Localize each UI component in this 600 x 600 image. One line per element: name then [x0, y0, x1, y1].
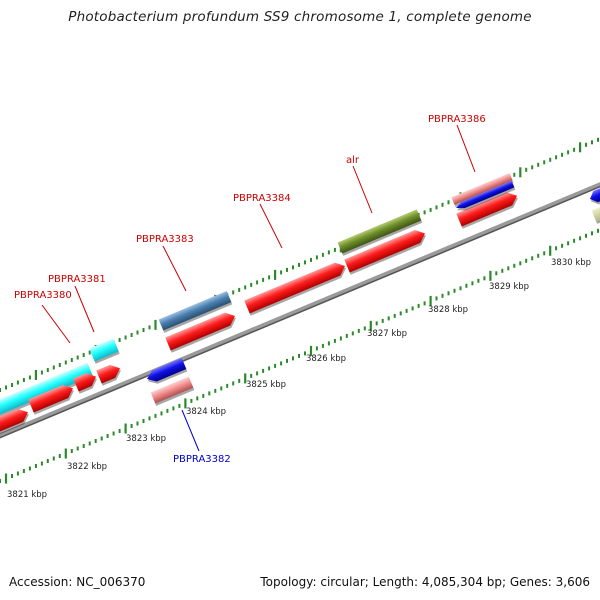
gene-arrow-PBPRA3382-reverse[interactable] [145, 357, 188, 387]
gene-arrow-PBPRA3386[interactable] [456, 189, 520, 229]
gene-arrow-PBPRA3383-body [165, 312, 236, 351]
gene-arrow-forward-1[interactable] [0, 406, 32, 435]
scale-label: 3821 kbp [7, 490, 47, 500]
feature-box-steel-body [158, 291, 232, 331]
leader-alr [352, 165, 373, 214]
gene-arrow-forward-3-body [73, 373, 96, 392]
gene-arrow-alr-body [344, 229, 426, 273]
feature-box-pink-top[interactable] [451, 173, 514, 207]
feature-highlight-cyan-2[interactable] [89, 338, 120, 364]
feature-box-pink-top-body [451, 173, 513, 205]
feature-box-khaki-edge[interactable] [591, 205, 600, 224]
scale-label: 3825 kbp [246, 380, 286, 390]
genome-summary-text: Topology: circular; Length: 4,085,304 bp… [260, 575, 590, 589]
gene-arrow-PBPRA3382-pseudo[interactable] [150, 376, 195, 406]
gene-label-PBPRA3382[interactable]: PBPRA3382 [173, 454, 231, 465]
feature-highlight-cyan-body [0, 362, 93, 416]
feature-highlight-cyan[interactable] [0, 362, 94, 418]
gene-arrow-reverse-edge[interactable] [588, 186, 600, 207]
scale-label: 3828 kbp [428, 305, 468, 315]
gene-arrow-forward-3[interactable] [73, 370, 99, 394]
gene-label-PBPRA3383[interactable]: PBPRA3383 [136, 234, 194, 245]
feature-track [0, 173, 600, 435]
scale-label: 3823 kbp [126, 434, 166, 444]
scale-label: 3824 kbp [186, 407, 226, 417]
gene-label-alr[interactable]: alr [346, 155, 360, 166]
gene-arrow-PBPRA3382-reverse-body [147, 357, 187, 382]
leader-PBPRA3381 [74, 285, 95, 333]
scale-ticks-lower [0, 228, 599, 484]
accession-text: Accession: NC_006370 [9, 575, 146, 589]
scale-label: 3822 kbp [67, 462, 107, 472]
gene-arrow-reverse-edge-body [590, 186, 600, 203]
map-title: Photobacterium profundum SS9 chromosome … [68, 9, 532, 25]
feature-box-olive-body [337, 209, 422, 254]
leader-PBPRA3384 [259, 203, 283, 249]
scale-label: 3830 kbp [551, 258, 591, 268]
gene-label-PBPRA3386[interactable]: PBPRA3386 [428, 114, 486, 125]
gene-arrow-forward-4[interactable] [96, 362, 123, 386]
gene-arrow-alr[interactable] [344, 227, 428, 275]
gene-label-PBPRA3384[interactable]: PBPRA3384 [233, 193, 291, 204]
gene-arrow-forward-2-body [28, 385, 73, 413]
leader-PBPRA3382 [181, 409, 200, 452]
chromosome-backbone-shade [0, 185, 600, 439]
feature-highlight-cyan-2-body [89, 338, 119, 362]
gene-arrow-reverse-top[interactable] [455, 180, 516, 214]
gene-arrow-PBPRA3382-pseudo-body [150, 376, 194, 404]
gene-arrow-forward-2[interactable] [28, 382, 76, 415]
gene-arrow-reverse-top-body [456, 180, 515, 209]
gene-arrow-PBPRA3384-body [244, 262, 345, 314]
leader-PBPRA3380 [41, 304, 71, 344]
gene-arrow-PBPRA3383[interactable] [165, 310, 238, 353]
feature-box-olive[interactable] [337, 209, 423, 256]
leader-PBPRA3383 [162, 245, 187, 292]
gene-arrow-forward-4-body [96, 364, 120, 384]
chromosome-backbone [0, 182, 600, 439]
feature-box-khaki-edge-body [591, 205, 600, 222]
gene-arrow-forward-1-body [0, 408, 28, 433]
gene-arrow-PBPRA3386-body [456, 192, 518, 227]
gene-arrow-PBPRA3384[interactable] [244, 260, 348, 316]
scale-label: 3827 kbp [367, 329, 407, 339]
gene-label-PBPRA3380[interactable]: PBPRA3380 [14, 290, 72, 301]
scale-label: 3826 kbp [306, 354, 346, 364]
scale-label: 3829 kbp [489, 282, 529, 292]
feature-box-steel[interactable] [158, 291, 233, 333]
leader-PBPRA3386 [456, 124, 476, 173]
gene-label-PBPRA3381[interactable]: PBPRA3381 [48, 274, 106, 285]
